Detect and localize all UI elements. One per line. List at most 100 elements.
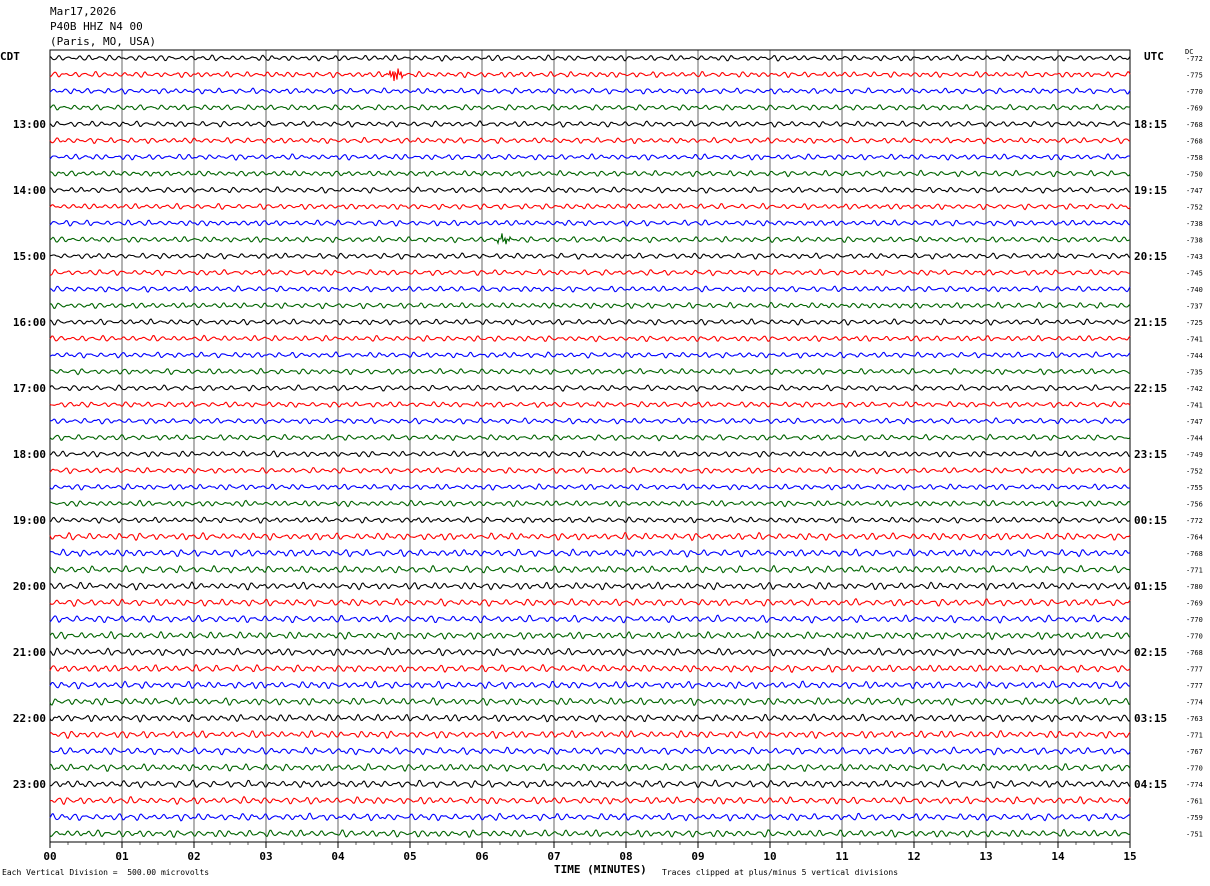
dc-offset-label: -770 [1186, 765, 1203, 773]
x-tick-label: 01 [115, 850, 129, 863]
seismic-trace [49, 153, 1131, 161]
right-hour-label: 23:15 [1134, 448, 1167, 461]
dc-offset-label: -768 [1186, 550, 1203, 558]
left-hour-label: 20:00 [13, 580, 46, 593]
right-hour-label: 21:15 [1134, 316, 1167, 329]
seismic-trace [49, 417, 1131, 425]
dc-offset-label: -764 [1186, 534, 1203, 542]
dc-offset-label: -761 [1186, 798, 1203, 806]
seismic-trace [49, 499, 1131, 508]
x-tick-label: 08 [619, 850, 632, 863]
left-hour-label: 15:00 [13, 250, 46, 263]
seismic-trace [49, 696, 1131, 707]
x-tick-label: 03 [259, 850, 272, 863]
seismic-trace [49, 548, 1131, 558]
x-tick-label: 02 [187, 850, 200, 863]
dc-header-label: DC [1185, 48, 1194, 56]
seismic-trace [49, 795, 1131, 806]
x-tick-label: 10 [763, 850, 776, 863]
seismic-trace [49, 828, 1130, 839]
dc-offset-label: -738 [1186, 220, 1203, 228]
x-tick-label: 06 [475, 850, 489, 863]
x-axis-title: TIME (MINUTES) [554, 863, 647, 876]
dc-offset-label: -752 [1186, 468, 1203, 476]
dc-offset-label: -758 [1186, 154, 1203, 162]
dc-offset-label: -738 [1186, 237, 1203, 245]
seismic-trace [49, 219, 1131, 227]
dc-offset-label: -742 [1186, 385, 1203, 393]
dc-offset-label: -767 [1186, 748, 1203, 756]
dc-offset-label: -737 [1186, 303, 1203, 311]
dc-offset-label: -774 [1186, 781, 1203, 789]
seismic-trace [49, 233, 1131, 246]
dc-offset-label: -769 [1186, 105, 1203, 113]
seismic-trace [49, 301, 1131, 310]
dc-offset-label: -752 [1186, 204, 1203, 212]
clip-note: Traces clipped at plus/minus 5 vertical … [662, 868, 899, 877]
seismic-trace [49, 516, 1131, 524]
dc-offset-label: -771 [1186, 567, 1203, 575]
dc-offset-label: -743 [1186, 253, 1203, 261]
dc-offset-label: -735 [1186, 369, 1203, 377]
seismic-trace [49, 812, 1131, 822]
seismic-trace [49, 746, 1131, 756]
left-hour-label: 23:00 [13, 778, 46, 791]
x-tick-label: 11 [835, 850, 849, 863]
dc-offset-label: -747 [1186, 187, 1203, 195]
dc-offset-label: -775 [1186, 72, 1203, 80]
dc-offset-label: -763 [1186, 715, 1203, 723]
seismic-trace [49, 779, 1131, 789]
dc-offset-label: -751 [1186, 831, 1203, 839]
left-hour-label: 13:00 [13, 118, 46, 131]
right-hour-label: 00:15 [1134, 514, 1167, 527]
header-station: P40B HHZ N4 00 [50, 20, 143, 33]
seismic-trace [49, 334, 1131, 343]
left-hour-label: 21:00 [13, 646, 46, 659]
right-timezone-label: UTC [1144, 50, 1164, 63]
seismic-trace [49, 202, 1131, 211]
seismic-trace [49, 68, 1131, 82]
seismic-trace [49, 120, 1131, 128]
seismic-trace [49, 268, 1130, 277]
dc-offset-label: -780 [1186, 583, 1203, 591]
seismic-trace [49, 103, 1131, 111]
dc-offset-label: -770 [1186, 616, 1203, 624]
right-hour-label: 02:15 [1134, 646, 1167, 659]
dc-offset-label: -750 [1186, 171, 1203, 179]
left-hour-label: 19:00 [13, 514, 46, 527]
seismic-trace [50, 169, 1131, 178]
dc-offset-label: -744 [1186, 435, 1203, 443]
right-hour-label: 19:15 [1134, 184, 1167, 197]
dc-offset-label: -747 [1186, 418, 1203, 426]
dc-offset-label: -741 [1186, 336, 1203, 344]
left-hour-label: 22:00 [13, 712, 46, 725]
left-hour-label: 16:00 [13, 316, 46, 329]
seismic-trace [49, 351, 1131, 359]
seismic-trace [49, 466, 1131, 475]
seismic-trace [49, 318, 1131, 326]
x-tick-label: 14 [1051, 850, 1065, 863]
x-tick-label: 00 [43, 850, 56, 863]
right-hour-label: 18:15 [1134, 118, 1167, 131]
seismic-trace [49, 614, 1131, 624]
seismic-trace [50, 186, 1131, 194]
seismic-trace [49, 564, 1131, 574]
dc-offset-label: -774 [1186, 699, 1203, 707]
seismic-trace [49, 252, 1131, 260]
header-date: Mar17,2026 [50, 5, 117, 18]
seismic-trace [49, 713, 1131, 723]
seismic-trace [49, 285, 1131, 293]
dc-offset-label: -768 [1186, 121, 1203, 129]
dc-offset-label: -770 [1186, 633, 1203, 641]
x-tick-label: 09 [691, 850, 704, 863]
dc-offset-label: -749 [1186, 451, 1203, 459]
seismic-trace [49, 729, 1131, 740]
right-hour-label: 20:15 [1134, 250, 1167, 263]
dc-offset-label: -768 [1186, 138, 1203, 146]
dc-offset-label: -777 [1186, 682, 1203, 690]
dc-offset-label: -741 [1186, 402, 1203, 410]
seismic-trace [49, 54, 1131, 62]
seismic-trace [49, 597, 1131, 608]
left-hour-label: 18:00 [13, 448, 46, 461]
